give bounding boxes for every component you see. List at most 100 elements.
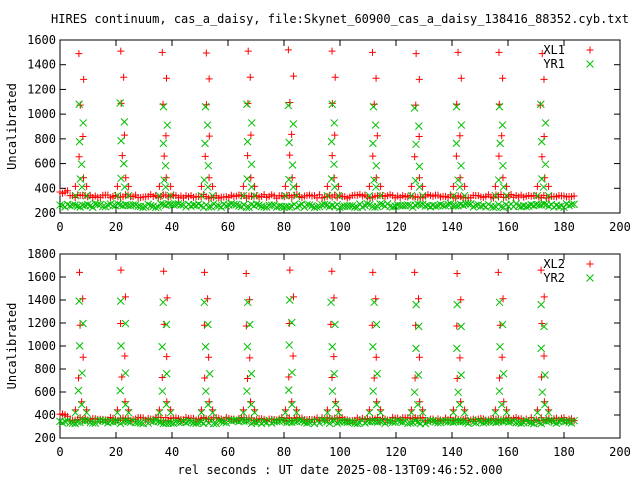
data-point-cross: [348, 418, 357, 426]
data-point-cross: [242, 417, 251, 425]
data-point-cross: [418, 191, 427, 200]
data-point-cross: [219, 418, 228, 427]
data-point-plus: [570, 192, 578, 200]
data-point-plus: [197, 182, 205, 190]
data-point-cross: [204, 400, 213, 409]
data-point-cross: [136, 419, 145, 427]
data-point-cross: [348, 202, 357, 210]
data-point-plus: [121, 293, 129, 301]
data-point-cross: [498, 320, 507, 329]
data-point-cross: [121, 416, 130, 425]
data-point-plus: [120, 73, 128, 81]
data-point-plus: [83, 182, 91, 190]
data-point-plus: [290, 72, 298, 80]
data-point-plus: [411, 153, 419, 161]
data-point-cross: [151, 416, 160, 425]
data-point-plus: [456, 132, 464, 140]
data-point-cross: [449, 418, 457, 427]
data-point-cross: [162, 369, 171, 378]
data-point-cross: [200, 298, 209, 307]
data-point-cross: [124, 417, 132, 426]
x-axis-label: rel seconds : UT date 2025-08-13T09:46:5…: [177, 463, 502, 477]
data-point-cross: [111, 417, 120, 425]
x-tick-label: 20: [109, 220, 123, 234]
data-point-cross: [308, 202, 316, 210]
data-point-cross: [158, 387, 167, 396]
series-YR2: [56, 296, 578, 428]
data-point-cross: [495, 102, 504, 111]
data-point-plus: [285, 373, 293, 381]
data-point-cross: [174, 418, 183, 427]
data-point-plus: [284, 46, 292, 54]
x-tick-label: 60: [221, 220, 235, 234]
data-point-cross: [146, 201, 155, 210]
data-point-cross: [159, 102, 168, 111]
data-point-cross: [491, 191, 500, 200]
x-tick-label: 100: [329, 445, 351, 459]
legend-marker: [586, 274, 594, 282]
data-point-cross: [330, 183, 339, 191]
data-point-plus: [541, 174, 549, 182]
data-point-cross: [75, 342, 84, 350]
data-point-cross: [187, 417, 195, 426]
data-point-plus: [491, 182, 499, 190]
data-point-plus: [246, 73, 254, 81]
data-point-plus: [328, 152, 336, 160]
data-point-cross: [230, 416, 238, 425]
data-point-plus: [453, 322, 461, 330]
data-point-cross: [376, 408, 385, 417]
data-point-plus: [113, 182, 121, 190]
data-point-cross: [371, 203, 379, 212]
data-point-plus: [239, 182, 247, 190]
data-point-cross: [533, 408, 542, 417]
data-point-plus: [162, 132, 170, 140]
plot-frame: [59, 39, 621, 214]
data-point-cross: [533, 191, 542, 200]
data-point-cross: [305, 418, 314, 427]
data-point-cross: [124, 191, 133, 200]
data-point-plus: [158, 374, 166, 382]
data-point-plus: [461, 182, 469, 190]
data-point-cross: [161, 183, 170, 191]
data-point-cross: [243, 298, 252, 307]
y-tick-label: 1800: [27, 247, 56, 261]
data-point-plus: [456, 354, 464, 362]
data-point-cross: [204, 161, 213, 170]
data-point-plus: [202, 49, 210, 57]
data-point-cross: [158, 342, 167, 351]
data-point-cross: [499, 183, 508, 191]
data-point-cross: [204, 183, 212, 191]
data-point-cross: [247, 160, 256, 169]
data-point-plus: [540, 293, 548, 301]
data-point-plus: [121, 352, 129, 360]
data-point-cross: [120, 183, 129, 191]
data-point-cross: [328, 342, 337, 351]
data-point-plus: [452, 152, 460, 160]
data-point-cross: [204, 203, 213, 211]
data-point-cross: [407, 191, 416, 200]
data-point-cross: [159, 298, 168, 307]
data-point-cross: [376, 200, 384, 208]
data-point-plus: [158, 48, 166, 56]
data-point-cross: [162, 320, 171, 329]
data-point-cross: [184, 417, 193, 426]
x-tick-label: 40: [165, 445, 179, 459]
data-point-plus: [330, 174, 338, 182]
data-point-cross: [208, 191, 217, 200]
data-point-cross: [295, 416, 304, 425]
data-point-plus: [288, 174, 296, 182]
data-point-cross: [75, 137, 84, 146]
data-point-cross: [83, 200, 92, 209]
data-point-plus: [328, 374, 336, 382]
data-point-plus: [449, 182, 457, 190]
data-point-plus: [453, 270, 461, 278]
chart-panel-top: 0 20 40 60 80 100 120 140 160 180 200 200 400 600 800 1…: [5, 33, 631, 234]
x-tick-label: 20: [109, 445, 123, 459]
data-point-cross: [260, 417, 268, 426]
data-point-cross: [281, 408, 290, 417]
y-tick-label: 600: [34, 157, 56, 171]
data-point-cross: [330, 160, 338, 169]
data-point-cross: [410, 104, 419, 112]
data-point-cross: [403, 201, 412, 209]
series-YR1: [56, 99, 578, 212]
